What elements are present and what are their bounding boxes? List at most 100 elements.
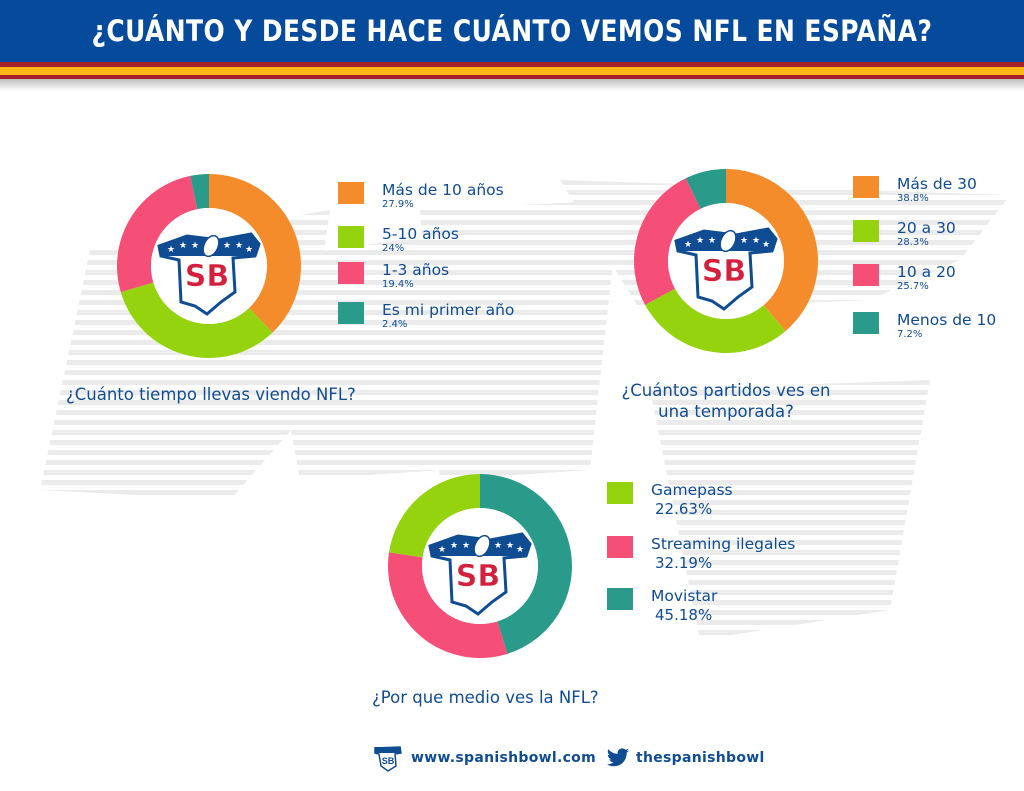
footer: SB www.spanishbowl.com thespanishbowl (373, 744, 765, 772)
header-shadow (0, 79, 1024, 91)
donut-slice-1-3-años (117, 175, 198, 293)
legend-item: Más de 30 38.8% (853, 176, 977, 205)
legend-swatch (853, 176, 879, 198)
legend-label: Es mi primer año (382, 301, 515, 319)
svg-text:★: ★ (223, 241, 231, 251)
chart-title-line: ¿Cuántos partidos ves en (621, 381, 831, 400)
legend-label: Menos de 10 (897, 311, 997, 329)
legend-swatch (607, 482, 633, 504)
chart-title-line: una temporada? (658, 402, 794, 422)
donut-slice-streaming-ilegales (388, 552, 508, 658)
legend-swatch (607, 536, 633, 558)
legend-item: Más de 10 años 27.9% (338, 182, 504, 211)
legend-swatch (853, 312, 879, 334)
svg-text:★: ★ (684, 240, 692, 250)
chart-title-games-per-season: ¿Cuántos partidos ves en una temporada? (606, 380, 846, 423)
svg-text:★: ★ (167, 245, 175, 255)
legend-label: 5-10 años (382, 225, 459, 243)
legend-value: 24% (382, 243, 405, 255)
chart-title-time-watching: ¿Cuánto tiempo llevas viendo NFL? (66, 385, 356, 404)
legend-swatch (853, 264, 879, 286)
twitter-bird-icon (607, 748, 629, 767)
page-title: ¿Cuánto y desde hace cuánto vemos NFL en… (91, 14, 933, 48)
flag-stripe-red-top (0, 62, 1024, 67)
legend-swatch (607, 588, 633, 610)
donut-chart-time-watching: ★ ★ ★ ★ ★ ★ SB (117, 174, 301, 358)
donut-chart-viewing-medium: ★ ★ ★ ★ ★ ★ SB (388, 474, 572, 658)
spanishbowl-logo: ★ ★ ★ ★ ★ ★ SB (157, 232, 261, 316)
legend-label: Movistar (651, 587, 718, 605)
legend-swatch (338, 262, 364, 284)
legend-value: 38.8% (897, 193, 929, 205)
donut-slice-más-de-10-años (209, 174, 301, 333)
svg-text:SB: SB (185, 259, 229, 294)
legend-label: 20 a 30 (897, 219, 956, 237)
legend-value: 32.19% (655, 554, 713, 573)
legend-games-per-season: Más de 30 38.8% 20 a 30 28.3% 10 a 20 25… (853, 176, 1023, 346)
legend-item: 1-3 años 19.4% (338, 262, 449, 291)
legend-item: Menos de 10 7.2% (853, 312, 996, 341)
spanishbowl-logo: ★ ★ ★ ★ ★ ★ SB (674, 227, 778, 311)
svg-text:★: ★ (450, 541, 458, 551)
donut-slice-más-de-30 (726, 169, 818, 332)
svg-text:★: ★ (696, 236, 704, 246)
legend-label: Más de 10 años (382, 181, 504, 199)
legend-value: 2.4% (382, 319, 408, 331)
legend-swatch (338, 182, 364, 204)
donut-slice-5-10-años (120, 282, 273, 358)
svg-text:SB: SB (456, 559, 500, 594)
legend-label: Gamepass (651, 481, 733, 499)
legend-item: 5-10 años 24% (338, 226, 459, 255)
legend-value: 25.7% (897, 281, 929, 293)
header-banner: ¿Cuánto y desde hace cuánto vemos NFL en… (0, 0, 1024, 62)
svg-text:★: ★ (462, 541, 470, 551)
legend-label: Streaming ilegales (651, 535, 796, 553)
svg-text:★: ★ (752, 236, 760, 246)
svg-text:★: ★ (494, 541, 502, 551)
svg-text:★: ★ (708, 236, 716, 246)
legend-item: Gamepass 22.63% (607, 482, 733, 518)
legend-value: 27.9% (382, 199, 414, 211)
donut-slice-es-mi-primer-año (190, 174, 209, 210)
legend-item: 20 a 30 28.3% (853, 220, 956, 249)
donut-chart-games-per-season: ★ ★ ★ ★ ★ ★ SB (634, 169, 818, 353)
donut-slice-10-a-20 (634, 178, 701, 305)
chart-title-viewing-medium: ¿Por que medio ves la NFL? (372, 688, 599, 707)
donut-slice-movistar (480, 474, 572, 654)
legend-label: Más de 30 (897, 175, 977, 193)
svg-text:★: ★ (191, 241, 199, 251)
legend-value: 7.2% (897, 329, 923, 341)
twitter-handle-link[interactable]: thespanishbowl (636, 750, 765, 766)
legend-value: 22.63% (655, 500, 713, 519)
legend-item: 10 a 20 25.7% (853, 264, 956, 293)
spanishbowl-logo: ★ ★ ★ ★ ★ ★ SB (428, 532, 532, 616)
donut-slice-gamepass (389, 474, 480, 558)
legend-value: 45.18% (655, 606, 713, 625)
legend-value: 28.3% (897, 237, 929, 249)
donut-slice-20-a-30 (645, 288, 786, 353)
svg-text:★: ★ (762, 240, 770, 250)
legend-viewing-medium: Gamepass 22.63% Streaming ilegales 32.19… (607, 482, 827, 642)
svg-text:SB: SB (382, 756, 395, 766)
svg-text:★: ★ (179, 241, 187, 251)
svg-text:★: ★ (516, 545, 524, 555)
legend-value: 19.4% (382, 279, 414, 291)
flag-stripe-red-bottom (0, 75, 1024, 79)
legend-label: 10 a 20 (897, 263, 956, 281)
legend-item: Movistar 45.18% (607, 588, 717, 624)
legend-item: Es mi primer año 2.4% (338, 302, 514, 331)
svg-text:★: ★ (506, 541, 514, 551)
donut-slice-menos-de-10 (685, 169, 726, 209)
legend-label: 1-3 años (382, 261, 450, 279)
svg-text:SB: SB (702, 254, 746, 289)
flag-stripe-yellow (0, 67, 1024, 75)
legend-swatch (338, 226, 364, 248)
legend-time-watching: Más de 10 años 27.9% 5-10 años 24% 1-3 a… (338, 182, 538, 342)
legend-swatch (853, 220, 879, 242)
website-link[interactable]: www.spanishbowl.com (411, 750, 596, 766)
svg-text:★: ★ (235, 241, 243, 251)
svg-text:★: ★ (438, 545, 446, 555)
svg-text:★: ★ (245, 245, 253, 255)
legend-item: Streaming ilegales 32.19% (607, 536, 795, 572)
spanishbowl-logo-icon: SB (374, 746, 402, 772)
